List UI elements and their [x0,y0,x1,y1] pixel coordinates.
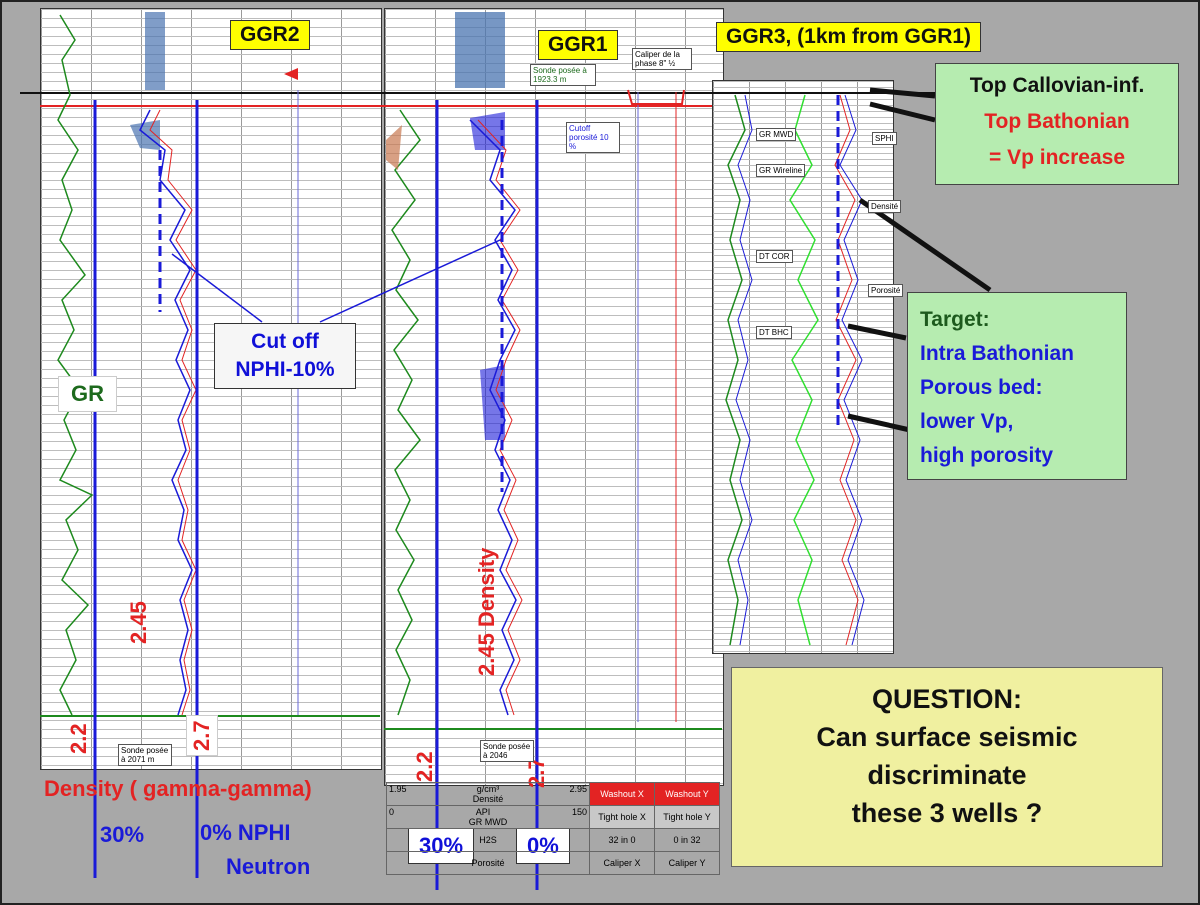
legend-cell: Porosité [386,851,590,875]
ggr3-sphi-curve [839,94,865,646]
caliper-x: Caliper X [588,851,656,875]
arrow-top-bathonian [869,101,936,123]
ggr1-density-curve [477,119,523,716]
ggr1-title: GGR1 [538,30,618,60]
legend-cell: 1.95 g/cm³ 2.95 Densité [386,782,590,806]
tight-hole-x: Tight hole X [588,805,656,829]
vp-increase-text: = Vp increase [989,146,1125,169]
cutoff-pointer-right [319,239,501,323]
legend-name: GR MWD [468,817,508,827]
arrow-target-2 [847,323,907,341]
arrow-top-callovian [869,87,936,99]
sphi-label: SPHI [872,132,897,145]
density-caption: Density ( gamma-gamma) [44,776,312,801]
gr-label: GR [58,376,117,412]
target-line-3: lower Vp, [920,410,1014,433]
sonde-label-left: Sonde posée à 2071 m [118,744,172,766]
legend-max: 150 [571,807,587,817]
ggr1-porous-fill-1 [470,112,505,150]
washout-x: Washout X [588,782,656,806]
ggr1-porous-fill-2 [480,365,505,440]
legend-row: 0 API 150 GR MWD Tight hole X Tight hole… [386,805,720,829]
dt-bhc-label: DT BHC [756,326,792,339]
gr-mwd-label: GR MWD [756,128,797,141]
ggr2-title: GGR2 [230,20,310,50]
arrow-target-1 [858,197,992,293]
legend-unit: g/cm³ [476,784,500,794]
density-2-45-mid: 2.45 Density [474,547,499,676]
ggr2-gr-curve [57,14,94,716]
tight-hole-y: Tight hole Y [654,805,720,829]
density-2-7-left: 2.7 [186,715,218,756]
sonde-label-mid-bottom: Sonde posée à 2046 [480,740,534,762]
pct30-left: 30% [100,822,145,847]
dt-cor-label: DT COR [756,250,793,263]
target-line-1: Intra Bathonian [920,342,1075,365]
ggr3-dt-curve [789,94,819,646]
legend-min: 1.95 [389,784,407,794]
ggr1-track-legend: 1.95 g/cm³ 2.95 Densité Washout X Washou… [386,782,720,875]
target-line-2: Porous bed: [920,376,1043,399]
ggr2-neutron-curve [139,109,193,716]
ggr1-caliper-bracket [627,89,685,105]
ggr2-red-marker [284,68,298,80]
question-line-3: these 3 wells ? [851,798,1043,828]
densite-label: Densité [868,200,902,213]
cutoff-porosite-label: Cutoff porosité 10 % [566,122,620,153]
top-horizon-box: Top Callovian-inf. Top Bathonian = Vp in… [935,63,1179,185]
nphi-label: 0% NPHI [200,820,291,845]
target-line-4: high porosity [920,444,1053,467]
cutoff-line-1: Cut off [251,330,319,353]
legend-row: H2S 32 in 0 0 in 32 [386,828,720,852]
ggr3-gr-curve [725,94,746,646]
legend-max: 2.95 [569,784,587,794]
legend-name: Densité [472,794,504,804]
legend-row: 1.95 g/cm³ 2.95 Densité Washout X Washou… [386,782,720,806]
caliper-y-range: 0 in 32 [654,828,720,852]
ggr1-top-fill [455,12,505,88]
target-box: Target: Intra Bathonian Porous bed: lowe… [907,292,1127,480]
gr-wireline-label: GR Wireline [756,164,806,177]
arrow-target-3 [847,413,911,433]
cutoff-box: Cut off NPHI-10% [214,323,356,389]
density-2-45-left: 2.45 [126,601,151,644]
legend-cell: 0 API 150 GR MWD [386,805,590,829]
ggr2-porous-fill [145,12,165,90]
cutoff-pointer-left [171,253,263,323]
legend-unit: API [475,807,491,817]
sonde-label-mid-top: Sonde posée à 1923.3 m [530,64,596,86]
target-title: Target: [920,308,990,331]
porosite-label: Porosité [868,284,904,297]
caliper-label: Caliper de la phase 8" ½ [632,48,692,70]
question-box: QUESTION: Can surface seismic discrimina… [731,667,1163,867]
legend-min: 0 [389,807,395,817]
ggr3-gr-wireline-curve [735,94,753,646]
ggr1-neutron-curve [469,119,517,716]
density-2-2-mid: 2.2 [412,751,437,782]
question-title: QUESTION: [871,684,1022,714]
caliper-x-range: 32 in 0 [588,828,656,852]
caliper-y: Caliper Y [654,851,720,875]
legend-row: Porosité Caliper X Caliper Y [386,851,720,875]
question-line-1: Can surface seismic [816,722,1078,752]
ggr3-title: GGR3, (1km from GGR1) [716,22,982,52]
ggr2-porous-fill-2 [130,120,160,150]
legend-cell: H2S [386,828,590,852]
question-line-2: discriminate [867,760,1027,790]
ggr2-density-curve [149,109,197,716]
ggr3-density-curve [834,94,859,646]
neutron-label: Neutron [226,854,311,879]
density-2-2-left: 2.2 [66,723,91,754]
top-callovian-text: Top Callovian-inf. [969,74,1145,97]
cutoff-line-2: NPHI-10% [235,358,335,381]
ggr1-gr-curve [391,109,421,716]
washout-y: Washout Y [654,782,720,806]
top-bathonian-text: Top Bathonian [984,110,1130,133]
ggr1-caliper-fill [386,125,402,170]
